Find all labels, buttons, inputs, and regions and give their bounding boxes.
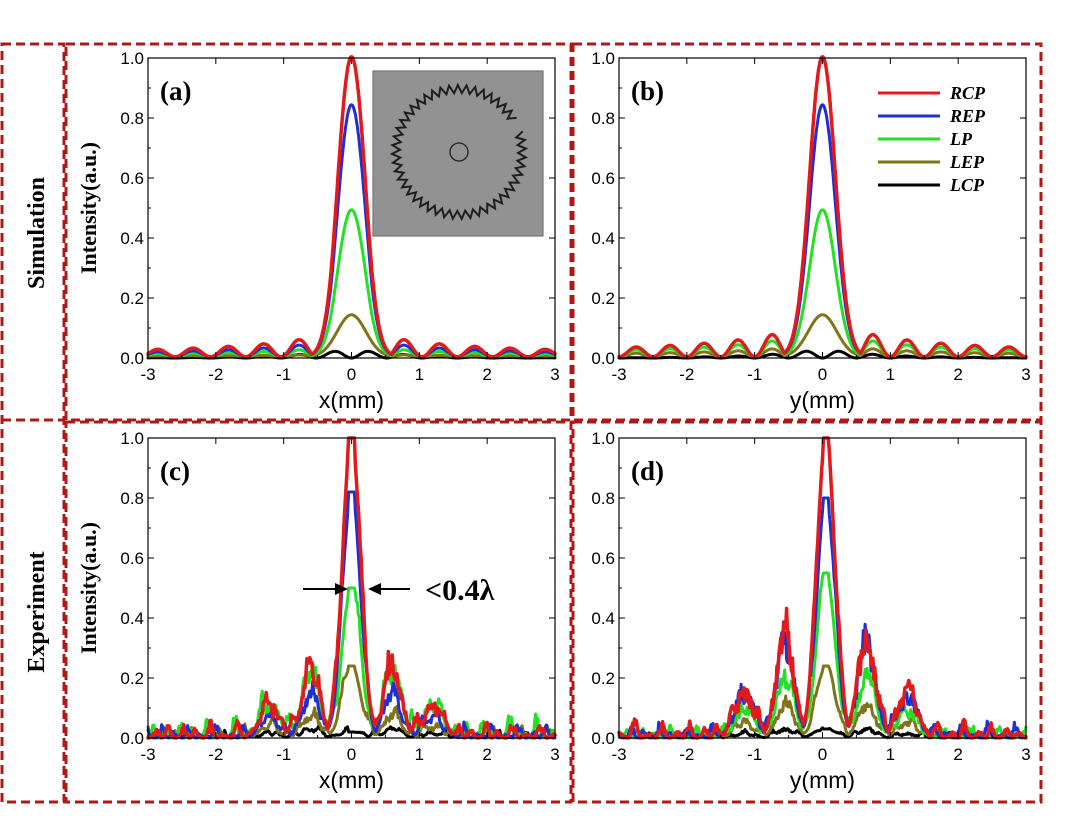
x-tick-label: -2 bbox=[679, 365, 694, 384]
x-tick-label: -3 bbox=[140, 745, 155, 764]
y-tick-label: 0.8 bbox=[591, 489, 615, 508]
chart-panel-a: -3 -2 -1 0 1 2 3 0.0 0.2 0.4 0.6 0.8 1.0 x(mm) Intensi… bbox=[76, 49, 560, 413]
y-axis-label: Intensity(a.u.) bbox=[76, 522, 101, 654]
panels: -3 -2 -1 0 1 2 3 0.0 0.2 0.4 0.6 0.8 1.0 x(mm) Intensi… bbox=[76, 49, 1031, 793]
x-tick-label: 2 bbox=[482, 365, 491, 384]
y-tick-label: 0.0 bbox=[591, 729, 615, 748]
frame-panel-c bbox=[64, 420, 573, 804]
panel-label: (a) bbox=[160, 76, 191, 106]
x-tick-label: -1 bbox=[747, 365, 762, 384]
series-rep-line bbox=[146, 490, 557, 740]
x-tick-label: 2 bbox=[953, 745, 962, 764]
y-tick-label: 0.2 bbox=[120, 669, 144, 688]
width-annotation: <0.4λ bbox=[303, 574, 495, 607]
inset-photo bbox=[372, 70, 544, 237]
legend-label-lp: LP bbox=[949, 129, 973, 149]
x-tick-label: 2 bbox=[482, 745, 491, 764]
x-tick-label: 0 bbox=[818, 365, 827, 384]
x-tick-label: 3 bbox=[550, 365, 559, 384]
x-tick-label: 0 bbox=[347, 365, 356, 384]
legend-label-rcp: RCP bbox=[949, 83, 986, 103]
x-tick-label: -2 bbox=[208, 365, 223, 384]
panel-label: (d) bbox=[631, 456, 664, 486]
frame-panel-d bbox=[571, 420, 1043, 804]
frame-panel-b bbox=[571, 42, 1043, 422]
y-tick-label: 0.4 bbox=[120, 609, 144, 628]
y-tick-label: 0.6 bbox=[120, 169, 144, 188]
y-tick-label: 0.8 bbox=[120, 489, 144, 508]
y-tick-label: 1.0 bbox=[120, 49, 144, 68]
x-tick-label: 3 bbox=[1021, 745, 1030, 764]
x-tick-label: 3 bbox=[550, 745, 559, 764]
series-lp-line bbox=[146, 586, 557, 740]
x-tick-label: 1 bbox=[415, 365, 424, 384]
y-tick-label: 0.0 bbox=[120, 729, 144, 748]
y-tick-label: 0.8 bbox=[591, 109, 615, 128]
legend: RCP REP LP LEP LCP bbox=[878, 83, 986, 195]
x-tick-label: 0 bbox=[818, 745, 827, 764]
y-tick-label: 0.6 bbox=[591, 169, 615, 188]
y-tick-label: 0.2 bbox=[591, 669, 615, 688]
y-tick-label: 1.0 bbox=[591, 429, 615, 448]
x-axis-label: y(mm) bbox=[790, 767, 855, 793]
y-tick-label: 0.2 bbox=[120, 289, 144, 308]
row-label-simulation: Simulation bbox=[24, 177, 50, 289]
plot-area bbox=[618, 57, 1027, 359]
x-axis-label: x(mm) bbox=[319, 387, 384, 413]
x-axis-label: x(mm) bbox=[319, 767, 384, 793]
panel-label: (b) bbox=[631, 76, 664, 106]
frames bbox=[0, 42, 1043, 804]
y-tick-label: 0.6 bbox=[120, 549, 144, 568]
y-tick-label: 0.4 bbox=[591, 609, 615, 628]
legend-label-rep: REP bbox=[949, 106, 986, 126]
x-tick-label: 0 bbox=[347, 745, 356, 764]
y-tick-label: 0.8 bbox=[120, 109, 144, 128]
series-lp-line bbox=[617, 571, 1028, 740]
x-tick-label: -1 bbox=[747, 745, 762, 764]
y-tick-label: 0.2 bbox=[591, 289, 615, 308]
x-tick-label: 1 bbox=[886, 745, 895, 764]
chart-panel-c: -3 -2 -1 0 1 2 3 0.0 0.2 0.4 0.6 0.8 1.0 x(mm) Intensi… bbox=[76, 429, 560, 793]
frame-panel-a bbox=[64, 42, 573, 422]
chart-panel-b: -3 -2 -1 0 1 2 3 0.0 0.2 0.4 0.6 0.8 1.0 y(mm) (b) bbox=[591, 49, 1030, 413]
x-tick-label: 1 bbox=[886, 365, 895, 384]
x-tick-label: -2 bbox=[208, 745, 223, 764]
y-tick-label: 0.0 bbox=[591, 349, 615, 368]
series-lep-line bbox=[146, 313, 557, 359]
x-tick-label: 3 bbox=[1021, 365, 1030, 384]
y-tick-label: 1.0 bbox=[591, 49, 615, 68]
legend-label-lep: LEP bbox=[949, 152, 985, 172]
x-tick-label: -3 bbox=[611, 365, 626, 384]
y-tick-label: 0.4 bbox=[120, 229, 144, 248]
x-tick-label: -2 bbox=[679, 745, 694, 764]
x-tick-label: -3 bbox=[140, 365, 155, 384]
x-tick-label: -3 bbox=[611, 745, 626, 764]
y-axis-label: Intensity(a.u.) bbox=[76, 142, 101, 274]
y-tick-label: 0.6 bbox=[591, 549, 615, 568]
chart-panel-d: -3 -2 -1 0 1 2 3 0.0 0.2 0.4 0.6 0.8 1.0 y(mm) (d) bbox=[591, 429, 1030, 793]
series-rep-line bbox=[617, 496, 1028, 740]
frame-label-column bbox=[0, 42, 66, 804]
x-tick-label: 2 bbox=[953, 365, 962, 384]
y-tick-label: 0.0 bbox=[120, 349, 144, 368]
annotation-label: <0.4λ bbox=[425, 574, 495, 607]
panel-label: (c) bbox=[160, 456, 190, 486]
x-tick-label: 1 bbox=[415, 745, 424, 764]
x-tick-label: -1 bbox=[276, 745, 291, 764]
legend-label-lcp: LCP bbox=[949, 175, 985, 195]
y-tick-label: 0.4 bbox=[591, 229, 615, 248]
y-tick-label: 1.0 bbox=[120, 429, 144, 448]
x-tick-label: -1 bbox=[276, 365, 291, 384]
gear-ring-photo-icon bbox=[389, 82, 529, 222]
x-axis-label: y(mm) bbox=[790, 387, 855, 413]
row-label-experiment: Experiment bbox=[24, 551, 50, 672]
series-lp-line bbox=[617, 208, 1028, 359]
series-rcp-line bbox=[617, 436, 1028, 740]
gear-ring-teeth bbox=[389, 82, 529, 222]
